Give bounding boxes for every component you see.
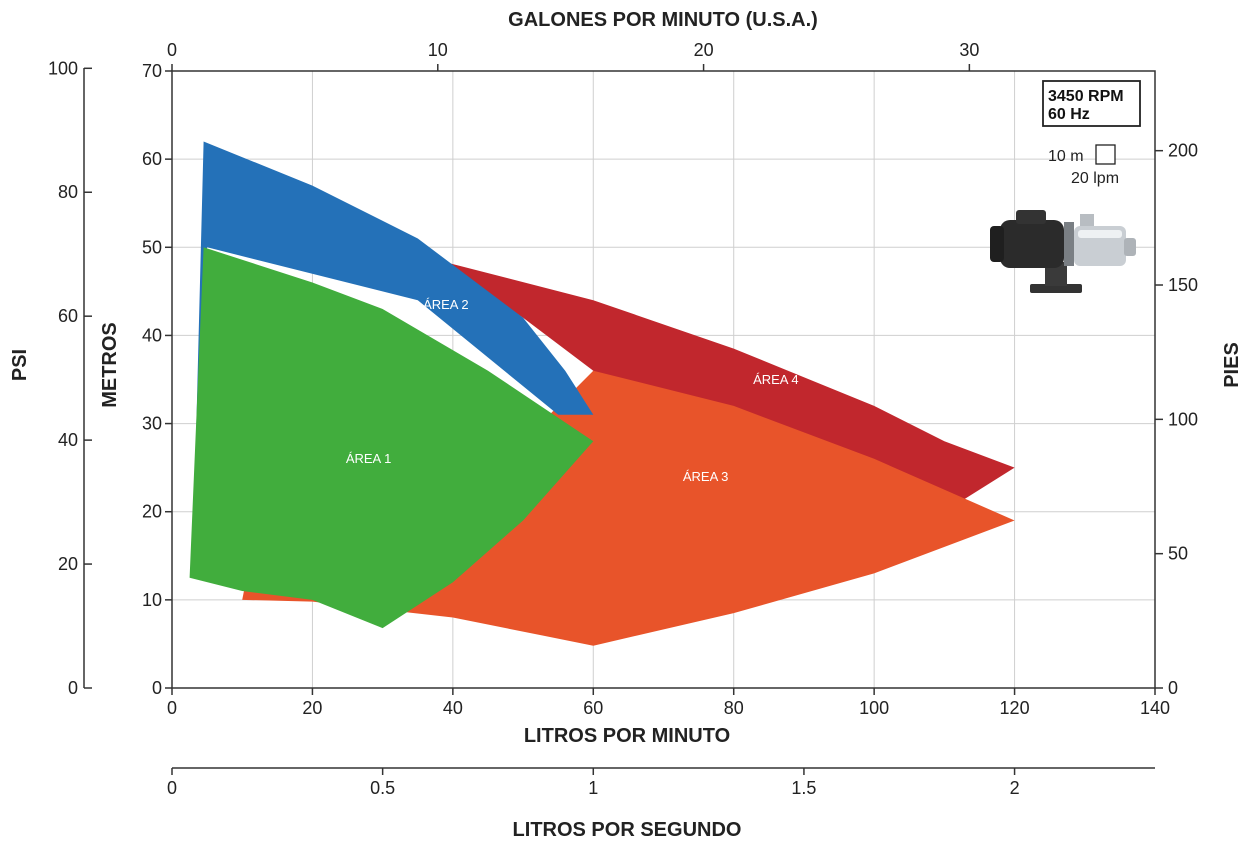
x-axis-ticks: 0 20 40 60 80 100 120 140 (167, 688, 1170, 718)
pies-tick-label: 0 (1168, 678, 1178, 698)
x-tick-label: 120 (1000, 698, 1030, 718)
pies-axis-title: PIES (1221, 342, 1243, 388)
y-tick-label: 0 (152, 678, 162, 698)
x-axis-title: LITROS POR MINUTO (524, 725, 730, 747)
y-tick-label: 40 (142, 325, 162, 345)
lps-tick-label: 1.5 (791, 778, 816, 798)
area-1-polygon (438, 260, 1015, 512)
area-label: ÁREA 2 (423, 297, 469, 312)
top-axis-title: GALONES POR MINUTO (U.S.A.) (508, 9, 818, 31)
top-tick-label: 20 (694, 40, 714, 60)
psi-tick-label: 40 (58, 430, 78, 450)
performance-areas (189, 141, 1015, 646)
pies-tick-label: 150 (1168, 275, 1198, 295)
area-label: ÁREA 3 (683, 469, 729, 484)
y-axis-ticks: 0 10 20 30 40 50 60 70 (142, 61, 172, 698)
area-3-polygon (193, 141, 594, 552)
pies-tick-label: 200 (1168, 141, 1198, 161)
top-tick-label: 10 (428, 40, 448, 60)
y-axis-title: METROS (99, 322, 121, 408)
psi-axis-ticks: 0 20 40 60 80 100 (48, 58, 92, 698)
lps-tick-label: 0.5 (370, 778, 395, 798)
psi-tick-label: 100 (48, 58, 78, 78)
x-tick-label: 0 (167, 698, 177, 718)
pies-tick-label: 50 (1168, 544, 1188, 564)
x-tick-label: 140 (1140, 698, 1170, 718)
psi-tick-label: 80 (58, 182, 78, 202)
lps-tick-label: 2 (1010, 778, 1020, 798)
rpm-info-box: 3450 RPM 60 Hz (1042, 80, 1141, 127)
top-tick-label: 0 (167, 40, 177, 60)
top-axis-ticks: 0 10 20 30 (167, 40, 979, 71)
y-tick-label: 10 (142, 590, 162, 610)
psi-tick-label: 60 (58, 306, 78, 326)
y-tick-label: 60 (142, 149, 162, 169)
psi-tick-label: 20 (58, 554, 78, 574)
area-label: ÁREA 4 (753, 372, 799, 387)
lps-axis-ticks: 0 0.5 1 1.5 2 (167, 768, 1020, 798)
x-tick-label: 60 (583, 698, 603, 718)
scale-legend: 10 m 20 lpm (1048, 144, 1119, 187)
lps-tick-label: 0 (167, 778, 177, 798)
plot-frame (171, 70, 1156, 689)
x-tick-label: 80 (724, 698, 744, 718)
area-labels: ÁREA 4 ÁREA 3 ÁREA 2 ÁREA 1 (346, 297, 799, 484)
area-label: ÁREA 1 (346, 451, 392, 466)
x-tick-label: 100 (859, 698, 889, 718)
scale-meters-label: 10 m (1048, 148, 1084, 165)
hz-label: 60 Hz (1048, 106, 1090, 123)
area-4-polygon (189, 247, 594, 629)
rpm-label: 3450 RPM (1048, 88, 1124, 105)
scale-square-icon (1095, 144, 1116, 165)
lps-axis-title: LITROS POR SEGUNDO (513, 819, 742, 841)
psi-tick-label: 0 (68, 678, 78, 698)
lps-tick-label: 1 (588, 778, 598, 798)
y-tick-label: 70 (142, 61, 162, 81)
y-tick-label: 20 (142, 502, 162, 522)
pies-tick-label: 100 (1168, 409, 1198, 429)
pump-icon (990, 210, 1136, 293)
y-tick-label: 50 (142, 237, 162, 257)
top-tick-label: 30 (959, 40, 979, 60)
y-tick-label: 30 (142, 414, 162, 434)
pies-axis-ticks: 0 50 100 150 200 (1155, 141, 1198, 698)
x-tick-label: 40 (443, 698, 463, 718)
scale-lpm-label: 20 lpm (1071, 170, 1119, 187)
x-tick-label: 20 (302, 698, 322, 718)
psi-axis-title: PSI (9, 349, 31, 381)
